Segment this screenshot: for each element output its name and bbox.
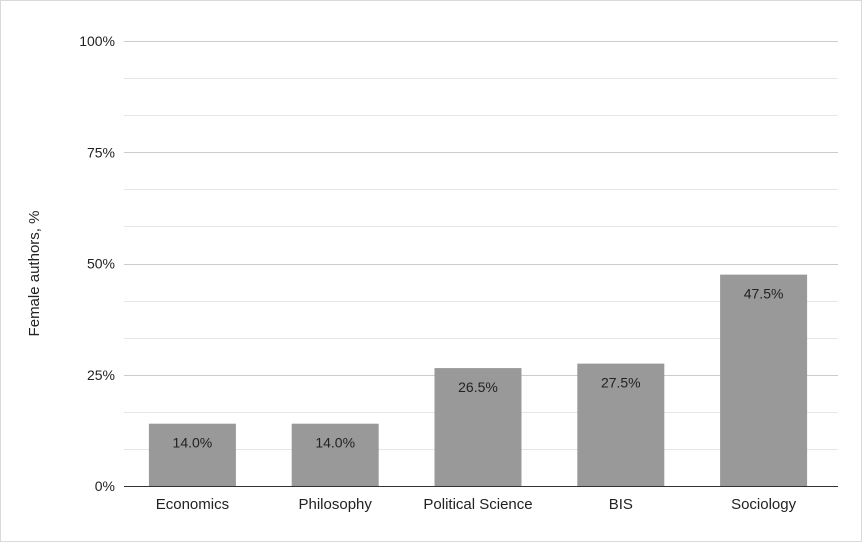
bar xyxy=(148,423,236,486)
bar-value-label: 26.5% xyxy=(458,379,498,395)
y-axis-ticks: 0% 25% 50% 75% 100% xyxy=(79,33,115,494)
y-tick-label: 100% xyxy=(79,33,115,49)
y-tick-label: 50% xyxy=(87,256,115,272)
y-tick-label: 75% xyxy=(87,144,115,160)
bar-value-label: 47.5% xyxy=(744,286,784,302)
x-category-label: Political Science xyxy=(423,496,532,513)
x-category-label: Sociology xyxy=(731,496,797,513)
x-category-label: Philosophy xyxy=(299,496,373,513)
bar xyxy=(720,274,808,486)
bar xyxy=(577,363,665,486)
bar xyxy=(291,423,379,486)
y-axis-title: Female authors, % xyxy=(26,211,43,337)
x-category-label: Economics xyxy=(156,496,229,513)
y-tick-label: 0% xyxy=(95,478,115,494)
bar-value-label: 14.0% xyxy=(173,435,213,451)
bars xyxy=(148,274,808,486)
bar-value-label: 27.5% xyxy=(601,375,641,391)
bar xyxy=(434,368,522,486)
bar-value-label: 14.0% xyxy=(315,435,355,451)
x-axis-categories: Economics Philosophy Political Science BIS S… xyxy=(156,496,797,513)
y-tick-label: 25% xyxy=(87,367,115,383)
x-category-label: BIS xyxy=(609,496,633,513)
bar-value-labels: 14.0% 14.0% 26.5% 27.5% 47.5% xyxy=(173,286,784,451)
